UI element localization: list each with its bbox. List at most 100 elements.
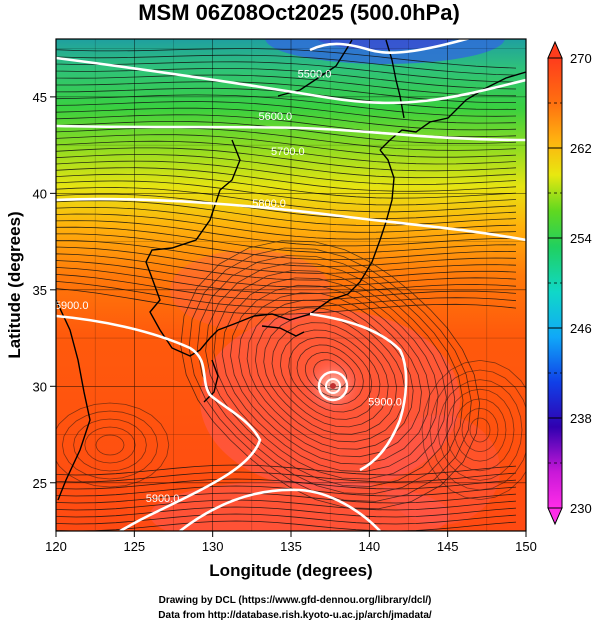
streamline xyxy=(56,167,517,192)
streamline xyxy=(56,52,517,76)
coastline xyxy=(56,299,91,501)
streamline xyxy=(238,292,422,458)
typhoon-ring xyxy=(317,370,349,402)
contour-label: 5900.0 xyxy=(146,493,180,505)
streamline xyxy=(56,206,517,233)
warm-zone-shading xyxy=(150,480,450,531)
streamline xyxy=(56,246,517,274)
streamline xyxy=(188,247,472,502)
colorbar-tick-label: 238 xyxy=(570,411,592,426)
y-tick-label: 25 xyxy=(33,476,47,491)
streamline xyxy=(56,160,517,185)
streamline xyxy=(56,288,517,315)
height-contours xyxy=(56,39,526,531)
streamline xyxy=(445,388,515,472)
typhoon-ring xyxy=(325,378,341,394)
streamline xyxy=(196,255,464,495)
coastline xyxy=(217,149,395,331)
streamline xyxy=(56,402,170,488)
streamline xyxy=(296,344,364,405)
colorbar-tick-label: 270 xyxy=(570,51,592,66)
streamline xyxy=(271,322,389,428)
contour-line xyxy=(179,488,381,531)
contour-line xyxy=(56,124,526,142)
y-tick-label: 45 xyxy=(33,90,47,105)
streamline xyxy=(56,87,517,110)
coastline xyxy=(203,359,219,403)
streamline xyxy=(279,329,381,420)
streamline xyxy=(56,193,517,220)
x-tick-label: 120 xyxy=(45,539,67,554)
streamline xyxy=(56,506,517,518)
streamline xyxy=(56,213,517,240)
contour-label: 5900.0 xyxy=(55,300,89,312)
streamline xyxy=(56,260,517,288)
x-tick-label: 135 xyxy=(280,539,302,554)
streamline xyxy=(84,426,136,464)
contour-label: 5800.0 xyxy=(252,198,286,210)
streamline xyxy=(56,492,517,504)
contour-label: 5700.0 xyxy=(271,146,305,158)
x-axis-label: Longitude (degrees) xyxy=(209,561,372,580)
x-tick-label: 130 xyxy=(202,539,224,554)
credit-line-data: Data from http://database.rish.kyoto-u.a… xyxy=(158,610,432,621)
streamline xyxy=(56,173,517,199)
streamline xyxy=(56,239,517,267)
streamline xyxy=(56,464,517,476)
warm-zone-shading xyxy=(380,415,500,525)
y-tick-label: 35 xyxy=(33,283,47,298)
streamline xyxy=(461,407,499,453)
streamline xyxy=(56,101,517,124)
streamline xyxy=(246,299,414,450)
streamline xyxy=(230,284,431,465)
x-tick-label: 125 xyxy=(123,539,145,554)
streamline xyxy=(56,499,517,511)
streamline xyxy=(56,233,517,261)
contour-line xyxy=(309,312,408,472)
typhoon-eye xyxy=(330,383,336,389)
colorbar-tick-label: 246 xyxy=(570,321,592,336)
streamline xyxy=(56,66,517,90)
streamline xyxy=(56,107,517,131)
streamline xyxy=(221,277,439,473)
streamline xyxy=(56,200,517,226)
contour-label: 5600.0 xyxy=(259,111,293,123)
streamline xyxy=(56,187,517,213)
colorbar-bottom-arrow xyxy=(547,507,563,526)
x-axis: 120 125 130 135 140 145 150 xyxy=(45,531,537,554)
streamline xyxy=(56,273,517,302)
credit-line-drawing: Drawing by DCL (https://www.gfd-dennou.o… xyxy=(159,595,432,606)
streamline xyxy=(56,127,517,151)
streamline xyxy=(56,73,517,97)
streamline xyxy=(56,478,517,490)
x-tick-label: 140 xyxy=(358,539,380,554)
streamline xyxy=(56,59,517,83)
streamline xyxy=(205,262,456,487)
y-tick-label: 30 xyxy=(33,379,47,394)
colorbar: 230 238 246 254 262 270 xyxy=(547,40,592,526)
contour-label: 5900.0 xyxy=(368,397,402,409)
contour-label: 5500.0 xyxy=(298,69,332,81)
plot-area: 5500.0 5600.0 5700.0 5800.0 5900.0 5900.0 5900… xyxy=(55,39,526,531)
y-tick-label: 40 xyxy=(33,186,47,201)
streamline xyxy=(56,140,517,165)
streamline xyxy=(56,154,517,179)
gridlines xyxy=(56,39,526,531)
contour-line xyxy=(56,56,526,105)
x-tick-label: 145 xyxy=(437,539,459,554)
streamline xyxy=(61,410,159,480)
chart-title: MSM 06Z08Oct2025 (500.0hPa) xyxy=(138,0,460,25)
streamline xyxy=(429,369,526,491)
x-tick-label: 150 xyxy=(515,539,537,554)
colorbar-top-arrow xyxy=(547,40,563,59)
streamline xyxy=(56,147,517,172)
streamline xyxy=(180,240,481,510)
streamline xyxy=(288,337,373,413)
colorbar-ticks: 230 238 246 254 262 270 xyxy=(548,51,592,516)
streamline xyxy=(73,418,147,472)
streamline xyxy=(56,134,517,158)
contour-line xyxy=(56,197,526,242)
contour-line xyxy=(56,314,262,531)
y-axis-label: Latitude (degrees) xyxy=(5,211,24,358)
coastline xyxy=(277,39,353,97)
